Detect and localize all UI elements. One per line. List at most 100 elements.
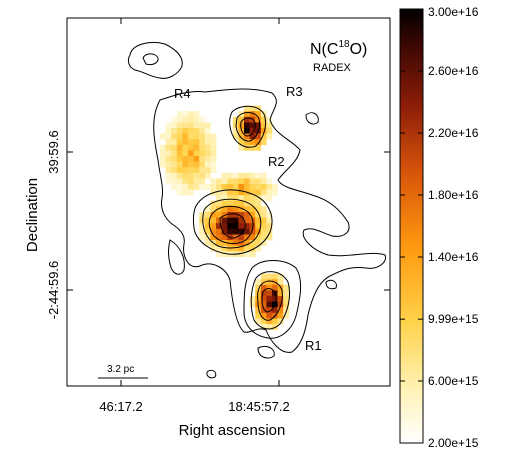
title-main: N(C: [310, 41, 338, 58]
heatmap-pixel: [199, 156, 206, 162]
heatmap-pixel: [216, 212, 222, 218]
heatmap-pixel: [244, 172, 250, 179]
heatmap-pixel: [255, 212, 262, 218]
heatmap-pixel: [182, 184, 189, 190]
heatmap-pixel: [260, 122, 267, 129]
heatmap-pixel: [266, 122, 273, 129]
colorbar-tick-label: 3.00e+16: [428, 5, 479, 19]
contour-r1-1: [243, 260, 302, 339]
heatmap-pixel: [232, 245, 239, 252]
heatmap-pixel: [221, 184, 228, 190]
heatmap-pixel: [232, 195, 239, 202]
heatmap-pixel: [227, 245, 234, 252]
heatmap-pixel: [221, 178, 228, 185]
heatmap-pixel: [199, 144, 206, 151]
heatmap-pixel: [266, 116, 273, 123]
heatmap-pixel: [255, 189, 262, 196]
heatmap-pixel: [204, 128, 211, 134]
heatmap-pixel: [266, 273, 273, 280]
heatmap-pixel: [193, 184, 200, 190]
heatmap-pixel: [221, 217, 228, 224]
heatmap-pixel: [244, 144, 250, 151]
heatmap-pixel: [193, 144, 200, 151]
heatmap-pixel: [266, 223, 273, 230]
y-axis-label: Declination: [24, 178, 41, 252]
heatmap-pixel: [227, 172, 234, 179]
heatmap-pixel: [249, 206, 256, 213]
heatmap-pixel: [249, 296, 256, 302]
heatmap-pixel: [204, 167, 211, 174]
heatmap-pixel: [210, 167, 217, 174]
heatmap-pixel: [244, 206, 250, 213]
contour-r1-2: [250, 271, 291, 330]
heatmap-pixel: [238, 133, 245, 140]
heatmap-pixel: [249, 228, 256, 235]
contour-r1-3: [257, 280, 283, 321]
heatmap-pixel: [216, 251, 222, 258]
heatmap-pixel: [249, 144, 256, 151]
heatmap-pixel: [255, 228, 262, 235]
heatmap-pixel: [188, 150, 194, 157]
heatmap-pixel: [244, 234, 250, 241]
heatmap-pixel: [182, 111, 189, 118]
heatmap-pixel: [283, 284, 290, 291]
heatmap-pixel: [232, 212, 239, 218]
heatmap-pixel: [244, 251, 250, 258]
contour-west-arm: [168, 239, 185, 275]
heatmap-pixel: [266, 184, 273, 190]
heatmap-pixel: [244, 122, 250, 129]
colorbar: [399, 8, 424, 444]
heatmap-pixel: [238, 223, 245, 230]
heatmap-pixel: [182, 122, 189, 129]
region-label-r3: R3: [286, 84, 303, 99]
heatmap-pixel: [272, 284, 278, 291]
heatmap-pixel: [272, 324, 278, 330]
colorbar-tick-label: 6.00e+15: [428, 374, 479, 388]
heatmap-pixel: [255, 223, 262, 230]
heatmap-pixel: [227, 212, 234, 218]
heatmap-pixel: [255, 122, 262, 129]
heatmap-pixel: [249, 240, 256, 246]
heatmap-pixel: [283, 296, 290, 302]
heatmap-pixel: [210, 200, 217, 207]
heatmap-pixel: [176, 133, 183, 140]
heatmap-pixel: [277, 307, 284, 314]
heatmap-pixel: [216, 217, 222, 224]
heatmap-pixel: [176, 122, 183, 129]
column-density-map: [160, 105, 290, 330]
heatmap-pixel: [171, 122, 178, 129]
heatmap-pixel: [221, 206, 228, 213]
heatmap-pixel: [238, 200, 245, 207]
heatmap-pixel: [227, 206, 234, 213]
heatmap-pixel: [210, 217, 217, 224]
heatmap-pixel: [266, 128, 273, 134]
heatmap-pixel: [249, 189, 256, 196]
heatmap-pixel: [210, 161, 217, 168]
colorbar-tick-label: 2.00e+15: [428, 436, 479, 450]
heatmap-pixel: [232, 184, 239, 190]
heatmap-pixel: [193, 156, 200, 162]
heatmap-pixel: [232, 228, 239, 235]
heatmap-pixel: [171, 184, 178, 190]
x-tick-label-2: 18:45:57.2: [228, 399, 289, 414]
heatmap-pixel: [244, 128, 250, 134]
heatmap-pixel: [249, 122, 256, 129]
x-axis-label: Right ascension: [179, 422, 286, 439]
heatmap-pixel: [199, 172, 206, 179]
heatmap-pixel: [244, 228, 250, 235]
heatmap-pixel: [227, 200, 234, 207]
heatmap-pixel: [188, 167, 194, 174]
heatmap-pixel: [260, 228, 267, 235]
heatmap-pixel: [204, 139, 211, 146]
heatmap-pixel: [249, 172, 256, 179]
heatmap-pixel: [232, 172, 239, 179]
heatmap-pixel: [227, 228, 234, 235]
heatmap-pixel: [216, 178, 222, 185]
heatmap-pixel: [182, 150, 189, 157]
heatmap-pixel: [199, 139, 206, 146]
heatmap-pixel: [176, 116, 183, 123]
heatmap-pixel: [182, 128, 189, 134]
heatmap-pixel: [160, 161, 166, 168]
heatmap-pixel: [210, 228, 217, 235]
heatmap-pixel: [199, 161, 206, 168]
